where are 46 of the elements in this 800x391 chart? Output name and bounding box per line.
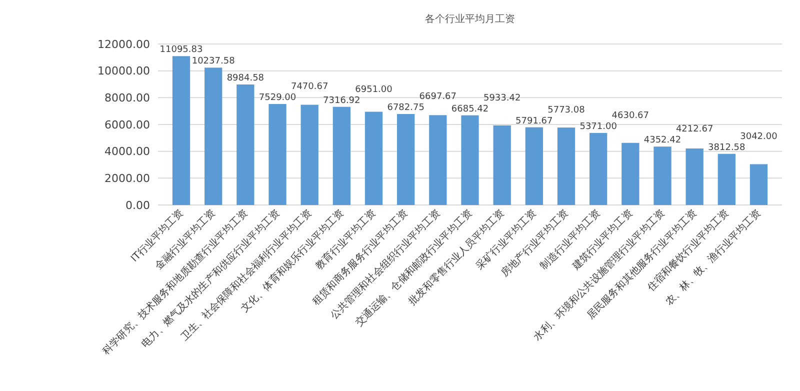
data-label: 5933.42 (483, 93, 521, 104)
bar (204, 68, 222, 205)
y-tick-label: 6000.00 (104, 118, 150, 132)
data-label: 5791.67 (516, 116, 553, 126)
data-label: 7470.67 (290, 82, 328, 92)
y-tick-label: 0.00 (126, 198, 150, 212)
bar (397, 114, 415, 205)
y-tick-label: 10000.00 (98, 64, 150, 78)
data-label: 8984.58 (226, 73, 264, 84)
y-tick-label: 2000.00 (104, 172, 150, 186)
data-label: 6782.75 (387, 103, 424, 113)
bar (268, 104, 286, 205)
bar (300, 104, 318, 205)
data-label: 6685.42 (451, 104, 489, 114)
data-label: 6697.67 (419, 92, 457, 102)
bar (332, 106, 350, 205)
bar (172, 56, 190, 205)
bar (654, 146, 672, 205)
data-label: 4212.67 (676, 124, 714, 135)
bar (364, 112, 383, 205)
bar (750, 164, 768, 205)
data-label: 4630.67 (612, 110, 650, 121)
data-label: 4352.42 (644, 136, 682, 146)
data-label: 5371.00 (580, 122, 618, 132)
bar (718, 154, 736, 205)
bar (525, 127, 543, 205)
chart-title: 各个行业平均月工资 (425, 13, 515, 25)
bar (493, 125, 511, 205)
data-label: 6951.00 (355, 84, 393, 95)
data-label: 10237.58 (192, 56, 236, 67)
bar (557, 128, 576, 205)
data-label: 11095.83 (160, 45, 203, 56)
bar (590, 132, 608, 205)
bar (236, 84, 254, 205)
bar (622, 142, 640, 205)
data-label: 5773.08 (548, 105, 586, 116)
data-label: 7316.92 (323, 96, 360, 106)
y-tick-label: 12000.00 (98, 38, 150, 51)
y-tick-label: 4000.00 (104, 145, 150, 158)
data-label: 3812.58 (708, 142, 746, 153)
data-label: 7529.00 (258, 92, 296, 103)
data-label: 3042.00 (740, 132, 778, 142)
bar (461, 115, 479, 205)
y-tick-label: 8000.00 (104, 92, 150, 105)
bar (429, 115, 447, 205)
bar (686, 148, 704, 205)
